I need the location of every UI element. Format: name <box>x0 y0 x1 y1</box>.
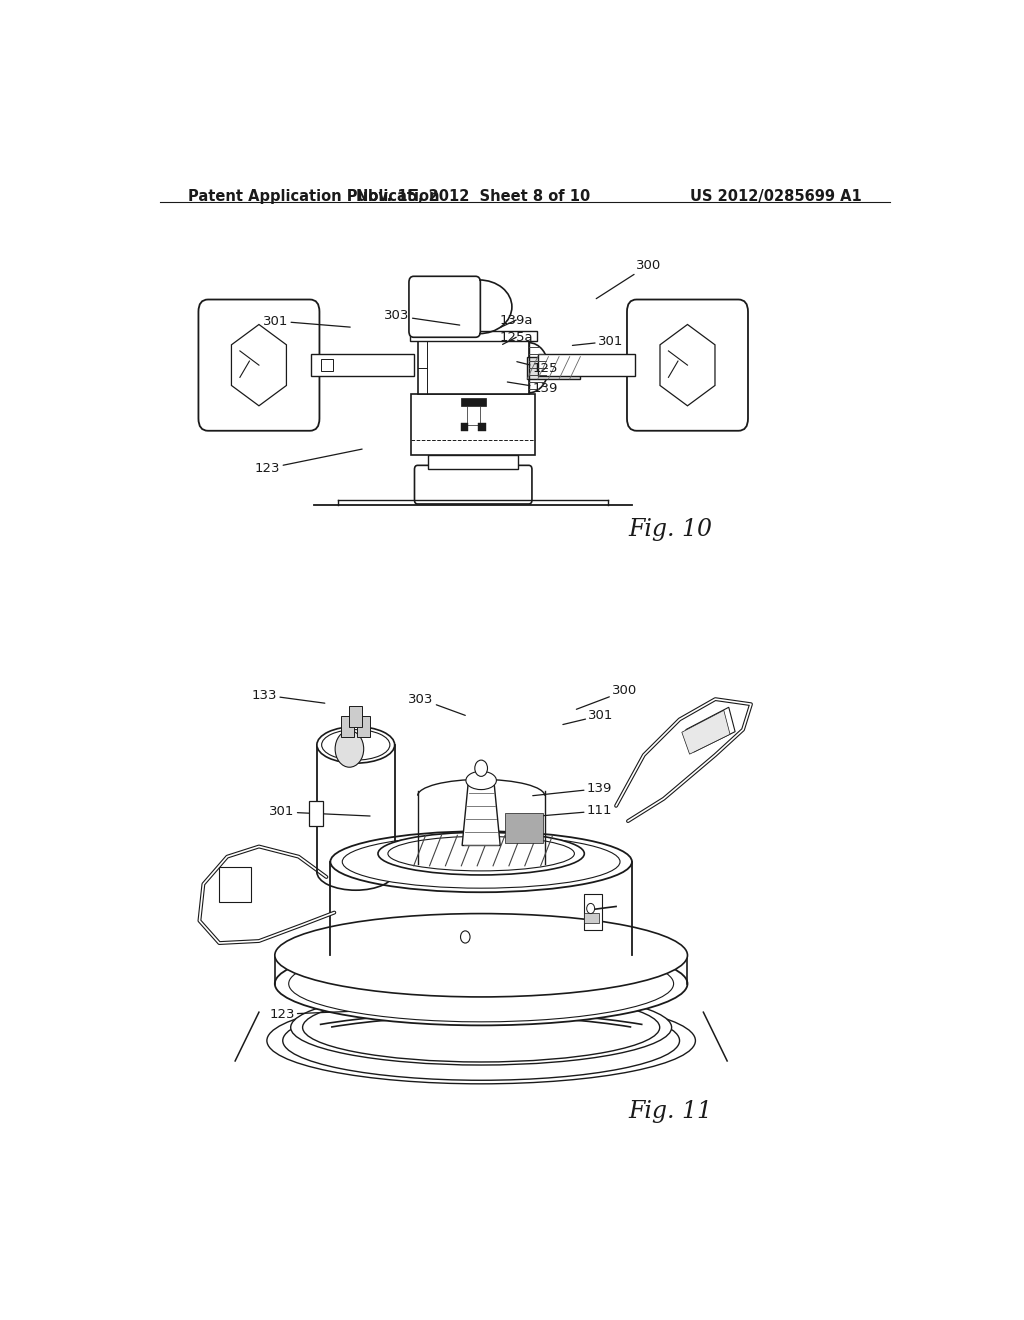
FancyBboxPatch shape <box>415 466 531 504</box>
Text: 133: 133 <box>252 689 325 704</box>
Bar <box>341 717 354 737</box>
Text: 300: 300 <box>577 685 637 709</box>
Text: 301: 301 <box>572 335 624 348</box>
Polygon shape <box>231 325 287 405</box>
Bar <box>311 354 414 376</box>
Polygon shape <box>462 780 500 846</box>
Text: Nov. 15, 2012  Sheet 8 of 10: Nov. 15, 2012 Sheet 8 of 10 <box>356 189 591 205</box>
Circle shape <box>335 731 364 767</box>
Polygon shape <box>219 867 251 903</box>
Ellipse shape <box>303 993 659 1063</box>
Text: 125a: 125a <box>500 331 534 345</box>
Text: 139: 139 <box>507 381 558 395</box>
Polygon shape <box>686 708 735 752</box>
Polygon shape <box>660 325 715 405</box>
Text: 301: 301 <box>263 314 350 327</box>
Circle shape <box>587 903 595 913</box>
Text: 139: 139 <box>532 781 612 796</box>
Bar <box>357 717 370 737</box>
Bar <box>527 356 581 379</box>
Bar <box>410 331 537 342</box>
Bar <box>321 359 333 371</box>
Text: Fig. 10: Fig. 10 <box>628 517 712 541</box>
Bar <box>461 422 468 430</box>
FancyBboxPatch shape <box>409 276 480 338</box>
Text: 125: 125 <box>539 850 612 863</box>
Ellipse shape <box>388 837 574 871</box>
Bar <box>585 912 599 923</box>
Ellipse shape <box>316 726 394 763</box>
Ellipse shape <box>378 833 585 875</box>
Text: 301: 301 <box>269 805 370 818</box>
Text: 111: 111 <box>527 804 612 817</box>
Bar <box>539 354 635 376</box>
Ellipse shape <box>274 942 687 1026</box>
FancyBboxPatch shape <box>199 300 319 430</box>
Polygon shape <box>682 710 730 754</box>
Ellipse shape <box>331 832 632 892</box>
Bar <box>428 455 518 470</box>
Polygon shape <box>505 813 543 843</box>
Ellipse shape <box>322 730 390 760</box>
Bar <box>412 395 536 455</box>
Bar <box>585 894 602 929</box>
Text: 300: 300 <box>596 259 662 298</box>
Text: US 2012/0285699 A1: US 2012/0285699 A1 <box>690 189 862 205</box>
Bar <box>309 801 324 826</box>
Text: 301: 301 <box>563 709 613 725</box>
FancyBboxPatch shape <box>627 300 748 430</box>
Bar <box>461 399 486 407</box>
Ellipse shape <box>283 1001 680 1080</box>
Text: 303: 303 <box>384 309 460 325</box>
Ellipse shape <box>466 771 497 789</box>
Circle shape <box>461 931 470 942</box>
Text: 303: 303 <box>409 693 465 715</box>
Text: 123: 123 <box>255 449 362 475</box>
Circle shape <box>475 760 487 776</box>
Ellipse shape <box>342 836 621 888</box>
Text: 123: 123 <box>269 1007 380 1020</box>
Text: 125: 125 <box>517 362 558 375</box>
Text: 139a: 139a <box>500 314 532 327</box>
Ellipse shape <box>267 998 695 1084</box>
Bar <box>478 422 486 430</box>
Bar <box>349 706 362 726</box>
Ellipse shape <box>291 990 672 1065</box>
Text: Patent Application Publication: Patent Application Publication <box>187 189 439 205</box>
Bar <box>418 342 528 395</box>
Bar <box>467 407 479 425</box>
Ellipse shape <box>274 913 687 997</box>
Ellipse shape <box>289 945 674 1022</box>
Text: Fig. 11: Fig. 11 <box>628 1101 712 1123</box>
